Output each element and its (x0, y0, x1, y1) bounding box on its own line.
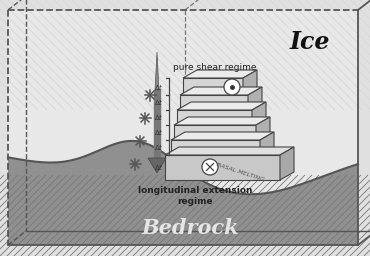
Polygon shape (248, 87, 262, 110)
Polygon shape (8, 10, 358, 194)
Text: $\Delta t$: $\Delta t$ (154, 97, 164, 107)
Polygon shape (148, 158, 166, 173)
Polygon shape (165, 155, 280, 180)
Polygon shape (177, 110, 252, 125)
Circle shape (202, 159, 218, 175)
Text: BASAL MELTING: BASAL MELTING (215, 162, 265, 182)
Text: $\Delta t$: $\Delta t$ (154, 142, 164, 152)
Circle shape (224, 79, 240, 95)
Polygon shape (171, 132, 274, 140)
Polygon shape (252, 102, 266, 125)
Polygon shape (280, 147, 294, 180)
Text: longitudinal extension
regime: longitudinal extension regime (138, 186, 252, 206)
Polygon shape (243, 70, 257, 95)
Polygon shape (177, 102, 266, 110)
Polygon shape (183, 78, 243, 95)
Text: Ice: Ice (290, 30, 330, 54)
Polygon shape (180, 95, 248, 110)
Polygon shape (174, 117, 270, 125)
Polygon shape (174, 125, 256, 140)
Polygon shape (256, 117, 270, 140)
Polygon shape (165, 147, 294, 155)
Text: $\Delta t$: $\Delta t$ (154, 162, 164, 172)
Text: Bedrock: Bedrock (141, 218, 239, 238)
Polygon shape (260, 132, 274, 155)
Polygon shape (8, 141, 358, 245)
Text: $\Delta t$: $\Delta t$ (154, 82, 164, 92)
Polygon shape (180, 87, 262, 95)
Text: $\Delta t$: $\Delta t$ (154, 112, 164, 122)
Polygon shape (171, 140, 260, 155)
Polygon shape (155, 52, 159, 90)
Text: pure shear regime: pure shear regime (173, 63, 257, 72)
Text: $\Delta t$: $\Delta t$ (154, 127, 164, 137)
Polygon shape (183, 70, 257, 78)
